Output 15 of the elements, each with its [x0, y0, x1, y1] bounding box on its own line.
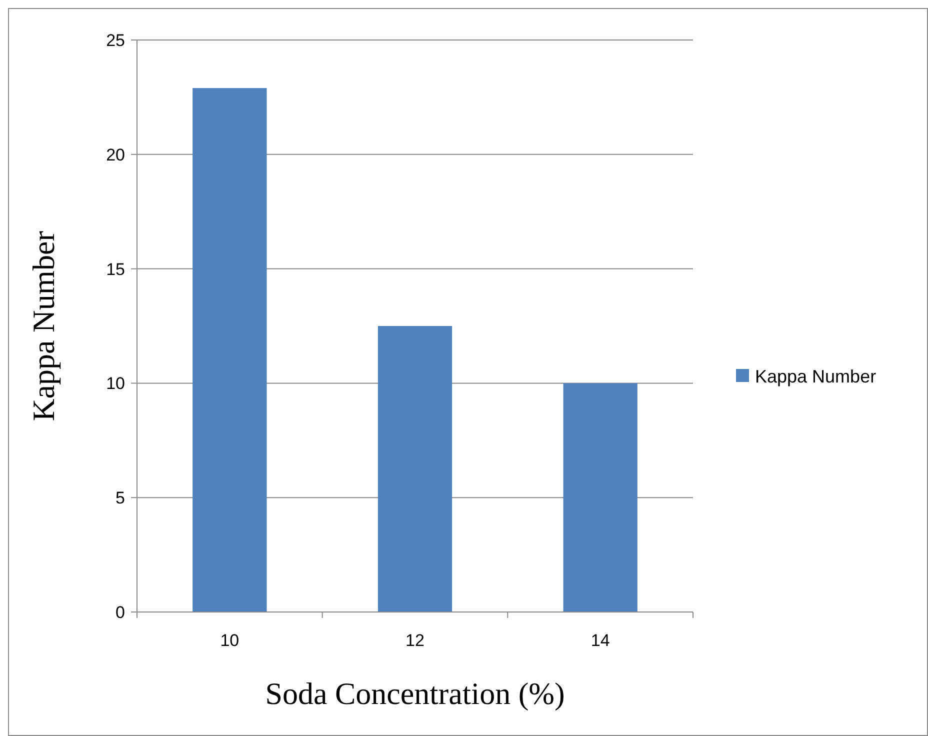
y-tick-label: 5	[116, 488, 125, 508]
bar	[378, 326, 452, 612]
bar	[563, 383, 638, 612]
y-tick-label: 10	[106, 374, 125, 394]
x-tick-label: 12	[406, 631, 424, 650]
x-axis-title: Soda Concentration (%)	[265, 676, 565, 711]
x-tick-label: 14	[590, 631, 610, 650]
y-tick-label: 20	[106, 145, 125, 164]
x-tick-label: 10	[220, 631, 240, 650]
y-axis-title: Kappa Number	[26, 230, 61, 422]
y-tick-label: 15	[106, 260, 125, 279]
y-tick-label: 25	[106, 30, 125, 50]
y-tick-label: 0	[116, 602, 125, 622]
legend-label: Kappa Number	[755, 366, 876, 386]
bar	[192, 88, 267, 612]
